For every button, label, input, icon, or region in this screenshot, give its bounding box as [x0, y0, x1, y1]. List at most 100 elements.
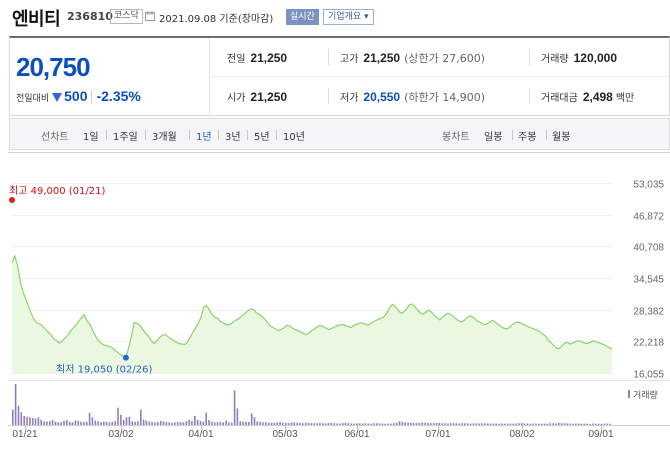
y-tick-label: 22,218 [633, 338, 664, 349]
volume-bar [378, 423, 381, 425]
volume-bar [333, 423, 335, 425]
volume-bar [367, 423, 370, 425]
volume-bar [171, 422, 173, 425]
volume-bar [194, 416, 196, 425]
volume-bar [518, 423, 520, 425]
volume-bar [401, 421, 404, 425]
volume-bar [196, 419, 199, 425]
price-line [11, 254, 613, 359]
volume-bar [540, 423, 543, 425]
tab-1y[interactable]: 1년 [196, 132, 212, 143]
tab-3y[interactable]: 3년 [225, 132, 241, 143]
volume-bar [137, 421, 139, 425]
volume-bar [157, 422, 159, 425]
volume-bar [526, 423, 529, 425]
high-cell: 고가 21,250 (상한가 27,600) [340, 50, 485, 66]
volume-bar [322, 423, 324, 425]
tab-1d[interactable]: 1일 [83, 132, 99, 143]
volume-bar [455, 423, 458, 425]
volume-bar [532, 423, 534, 425]
volume-bar [77, 420, 79, 425]
amount-unit: 백만 [615, 93, 635, 104]
volume-bar [267, 422, 270, 425]
volume-bar [478, 423, 480, 425]
chart-period-tabs: 선차트 1일 1주일 3개월 1년 3년 5년 10년 봉차트 일봉 주봉 월봉 [9, 118, 670, 150]
low-label: 저가 [340, 93, 359, 104]
volume-bar [43, 421, 45, 425]
volume-bar [575, 423, 577, 425]
tab-weekly[interactable]: 주봉 [518, 132, 537, 143]
volume-bar [176, 421, 179, 425]
volume-bar [57, 422, 60, 425]
volume-bar [85, 421, 88, 425]
volume-legend-swatch [628, 390, 630, 398]
volume-bar [481, 423, 483, 425]
x-tick-label: 01/21 [12, 429, 37, 440]
tab-daily[interactable]: 일봉 [484, 132, 503, 143]
volume-bar [484, 423, 486, 425]
volume-bar [432, 423, 435, 425]
volume-bar [421, 422, 424, 425]
volume-bar [242, 421, 244, 425]
volume-bar [205, 412, 207, 425]
volume-bar [404, 422, 406, 425]
volume-bar [185, 421, 188, 425]
company-overview-button[interactable]: 기업개요 ▾ [323, 9, 374, 25]
volume-bar [103, 421, 105, 425]
volume-bar [140, 409, 142, 425]
line-chart-label: 선차트 [41, 132, 69, 143]
max-price-label: 최고 49,000 (01/21) [9, 185, 105, 197]
volume-bar [535, 423, 537, 425]
volume-bar [270, 422, 273, 425]
volume-bar [302, 423, 304, 425]
volume-bar [80, 421, 82, 425]
open-cell: 시가 21,250 [227, 89, 287, 104]
volume-legend-label: 거래량 [633, 389, 658, 401]
tab-1w[interactable]: 1주일 [113, 132, 138, 143]
realtime-button[interactable]: 실시간 [286, 9, 319, 25]
change-row: 전일대비 500 -2.35% [16, 88, 141, 104]
volume-bar [49, 421, 51, 425]
volume-bar [370, 423, 372, 425]
y-tick-label: 40,708 [633, 243, 664, 254]
volume-bar [492, 423, 495, 425]
volume-label: 거래량 [541, 54, 569, 65]
volume-bar [293, 422, 296, 425]
tab-3m[interactable]: 3개월 [152, 132, 177, 143]
volume-bar [523, 423, 526, 425]
volume-bar [449, 423, 452, 425]
volume-bar [290, 422, 293, 425]
volume-bar [452, 423, 455, 425]
volume-bar [213, 422, 216, 425]
volume-bar [373, 423, 375, 425]
volume-bar [546, 423, 549, 425]
x-tick-label: 06/01 [344, 429, 369, 440]
open-label: 시가 [227, 93, 246, 104]
tab-monthly[interactable]: 월봉 [552, 132, 571, 143]
volume-bar [475, 423, 478, 425]
volume-bar [589, 423, 591, 425]
volume-bar [131, 421, 133, 425]
volume-bar [512, 423, 515, 425]
volume-bar [191, 420, 193, 425]
info-row: 전일 21,250 고가 21,250 (상한가 27,600) 거래량 120,000 [211, 38, 669, 77]
volume-bar [458, 423, 460, 425]
volume-bar [256, 421, 259, 425]
volume-bar [387, 423, 389, 425]
volume-bar [586, 423, 588, 425]
tab-5y[interactable]: 5년 [254, 132, 270, 143]
volume-bar [63, 420, 65, 425]
volume-bar [231, 422, 233, 425]
volume-bar [503, 423, 506, 425]
volume-bar [489, 423, 492, 425]
x-tick-label: 05/03 [272, 429, 297, 440]
volume-bar [515, 423, 517, 425]
min-price-label: 최저 19,050 (02/26) [56, 364, 152, 376]
y-tick-label: 16,055 [633, 370, 664, 381]
volume-bar [145, 420, 148, 425]
current-price: 20,750 [16, 52, 91, 82]
volume-bar [538, 423, 540, 425]
volume-bar [577, 423, 580, 425]
tab-10y[interactable]: 10년 [283, 132, 305, 143]
volume-bar [159, 420, 162, 425]
